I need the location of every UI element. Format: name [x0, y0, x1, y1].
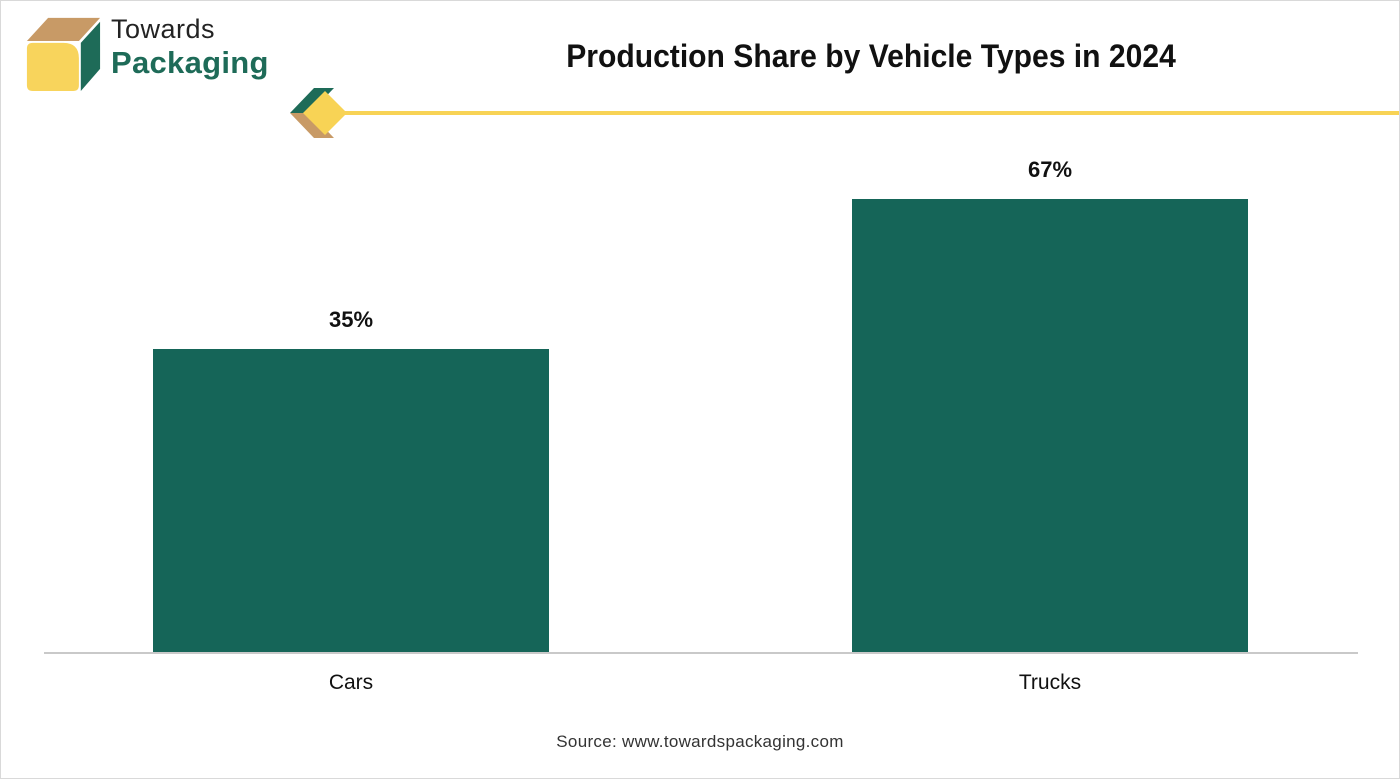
x-axis-line — [44, 652, 1358, 654]
source-text: Source: www.towardspackaging.com — [556, 732, 844, 751]
brand-name-top: Towards — [111, 14, 216, 44]
box-logo-icon — [26, 17, 101, 91]
chevron-diamond-icon — [290, 88, 347, 138]
brand-name-bottom: Packaging — [111, 45, 269, 80]
title-divider-line — [339, 111, 1399, 115]
category-label-trucks: Trucks — [1018, 671, 1082, 694]
category-label-cars: Cars — [328, 671, 374, 694]
value-label-cars: 35% — [328, 307, 374, 332]
brand-wordmark: Towards Packaging — [111, 14, 269, 80]
bar-cars — [153, 349, 549, 652]
chart-title: Production Share by Vehicle Types in 202… — [566, 38, 1176, 74]
bar-trucks — [852, 199, 1248, 652]
value-label-trucks: 67% — [1027, 157, 1073, 182]
brand-logo: Towards Packaging — [25, 14, 269, 91]
